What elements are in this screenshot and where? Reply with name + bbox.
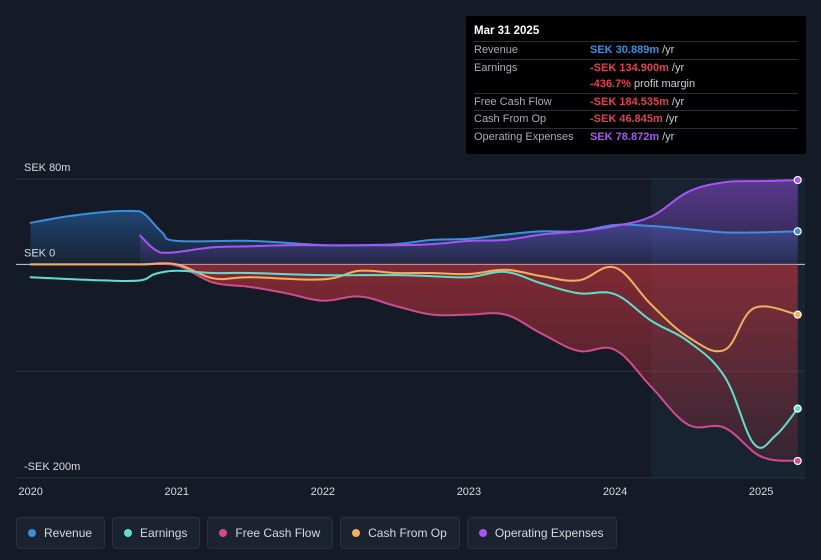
legend-dot-icon bbox=[478, 529, 487, 537]
tooltip-row-operating-expenses: Operating Expenses SEK 78.872m /yr bbox=[474, 127, 798, 146]
series-line-earnings bbox=[29, 269, 799, 449]
tooltip-label bbox=[474, 76, 590, 93]
tooltip-row-profit-margin: -436.7% profit margin bbox=[474, 76, 798, 93]
tooltip-unit: profit margin bbox=[633, 78, 696, 90]
tooltip-value: SEK 78.872m bbox=[590, 130, 660, 143]
tooltip-unit: /yr bbox=[662, 130, 675, 143]
legend-dot-icon bbox=[219, 529, 228, 537]
legend-item-free-cash-flow[interactable]: Free Cash Flow bbox=[207, 517, 334, 549]
x-tick-label: 2021 bbox=[164, 486, 188, 498]
series-area-free-cash-flow bbox=[30, 263, 798, 461]
series-endpoint-cash-from-op bbox=[793, 310, 802, 319]
tooltip-date: Mar 31 2025 bbox=[474, 25, 540, 37]
tooltip-value: -SEK 46.845m bbox=[590, 113, 663, 125]
legend-label: Earnings bbox=[140, 526, 188, 540]
tooltip-row-cash-from-op: Cash From Op -SEK 46.845m /yr bbox=[474, 110, 798, 128]
tooltip-value: -SEK 184.535m bbox=[590, 95, 669, 108]
x-tick-label: 2024 bbox=[603, 486, 627, 498]
legend-dot-icon bbox=[352, 529, 361, 537]
tooltip-unit: /yr bbox=[671, 95, 685, 108]
series-endpoint-revenue bbox=[793, 227, 802, 236]
tooltip-row-earnings: Earnings -SEK 134.900m /yr bbox=[474, 58, 798, 77]
legend-item-earnings[interactable]: Earnings bbox=[112, 517, 201, 549]
tooltip-value: -436.7% bbox=[590, 78, 631, 90]
tooltip-label: Operating Expenses bbox=[474, 130, 574, 143]
series-line-cash-from-op bbox=[29, 262, 799, 353]
tooltip-unit: /yr bbox=[671, 61, 685, 74]
legend-label: Free Cash Flow bbox=[235, 526, 321, 540]
legend-label: Operating Expenses bbox=[494, 526, 604, 540]
tooltip-value: -SEK 134.900m bbox=[590, 61, 669, 74]
series-line-free-cash-flow bbox=[29, 262, 799, 462]
x-tick-label: 2025 bbox=[749, 486, 773, 498]
legend-item-cash-from-op[interactable]: Cash From Op bbox=[340, 517, 460, 549]
legend-dot-icon bbox=[124, 529, 133, 537]
legend-label: Cash From Op bbox=[368, 526, 447, 540]
tooltip-label: Cash From Op bbox=[474, 113, 547, 125]
y-tick-label: -SEK 200m bbox=[24, 461, 80, 473]
series-line-operating-expenses bbox=[139, 179, 799, 254]
legend-label: Revenue bbox=[44, 526, 93, 540]
data-tooltip: Mar 31 2025 Revenue SEK 30.889m /yr Earn… bbox=[466, 16, 806, 154]
tooltip-label: Free Cash Flow bbox=[474, 95, 552, 108]
series-endpoint-free-cash-flow bbox=[793, 456, 802, 466]
tooltip-row-free-cash-flow: Free Cash Flow -SEK 184.535m /yr bbox=[474, 92, 798, 111]
tooltip-unit: /yr bbox=[665, 113, 678, 125]
series-endpoint-earnings bbox=[793, 404, 802, 413]
legend-dot-icon bbox=[28, 529, 36, 537]
y-tick-label: SEK 80m bbox=[24, 162, 70, 174]
tooltip-label: Earnings bbox=[474, 61, 518, 74]
tooltip-value: SEK 30.889m bbox=[590, 44, 660, 56]
x-tick-label: 2023 bbox=[457, 486, 481, 498]
series-area-operating-expenses bbox=[140, 180, 798, 265]
legend-item-operating-expenses[interactable]: Operating Expenses bbox=[466, 517, 617, 549]
x-tick-label: 2020 bbox=[18, 486, 42, 498]
legend-item-revenue[interactable]: Revenue bbox=[16, 517, 106, 549]
tooltip-label: Revenue bbox=[474, 44, 519, 56]
series-endpoint-operating-expenses bbox=[793, 175, 802, 185]
chart-legend: Revenue Earnings Free Cash Flow Cash Fro… bbox=[16, 517, 617, 549]
x-tick-label: 2022 bbox=[311, 486, 335, 498]
tooltip-row-revenue: Revenue SEK 30.889m /yr bbox=[474, 41, 798, 59]
series-line-revenue bbox=[29, 209, 799, 247]
tooltip-unit: /yr bbox=[662, 44, 675, 56]
y-tick-label: SEK 0 bbox=[24, 247, 55, 259]
